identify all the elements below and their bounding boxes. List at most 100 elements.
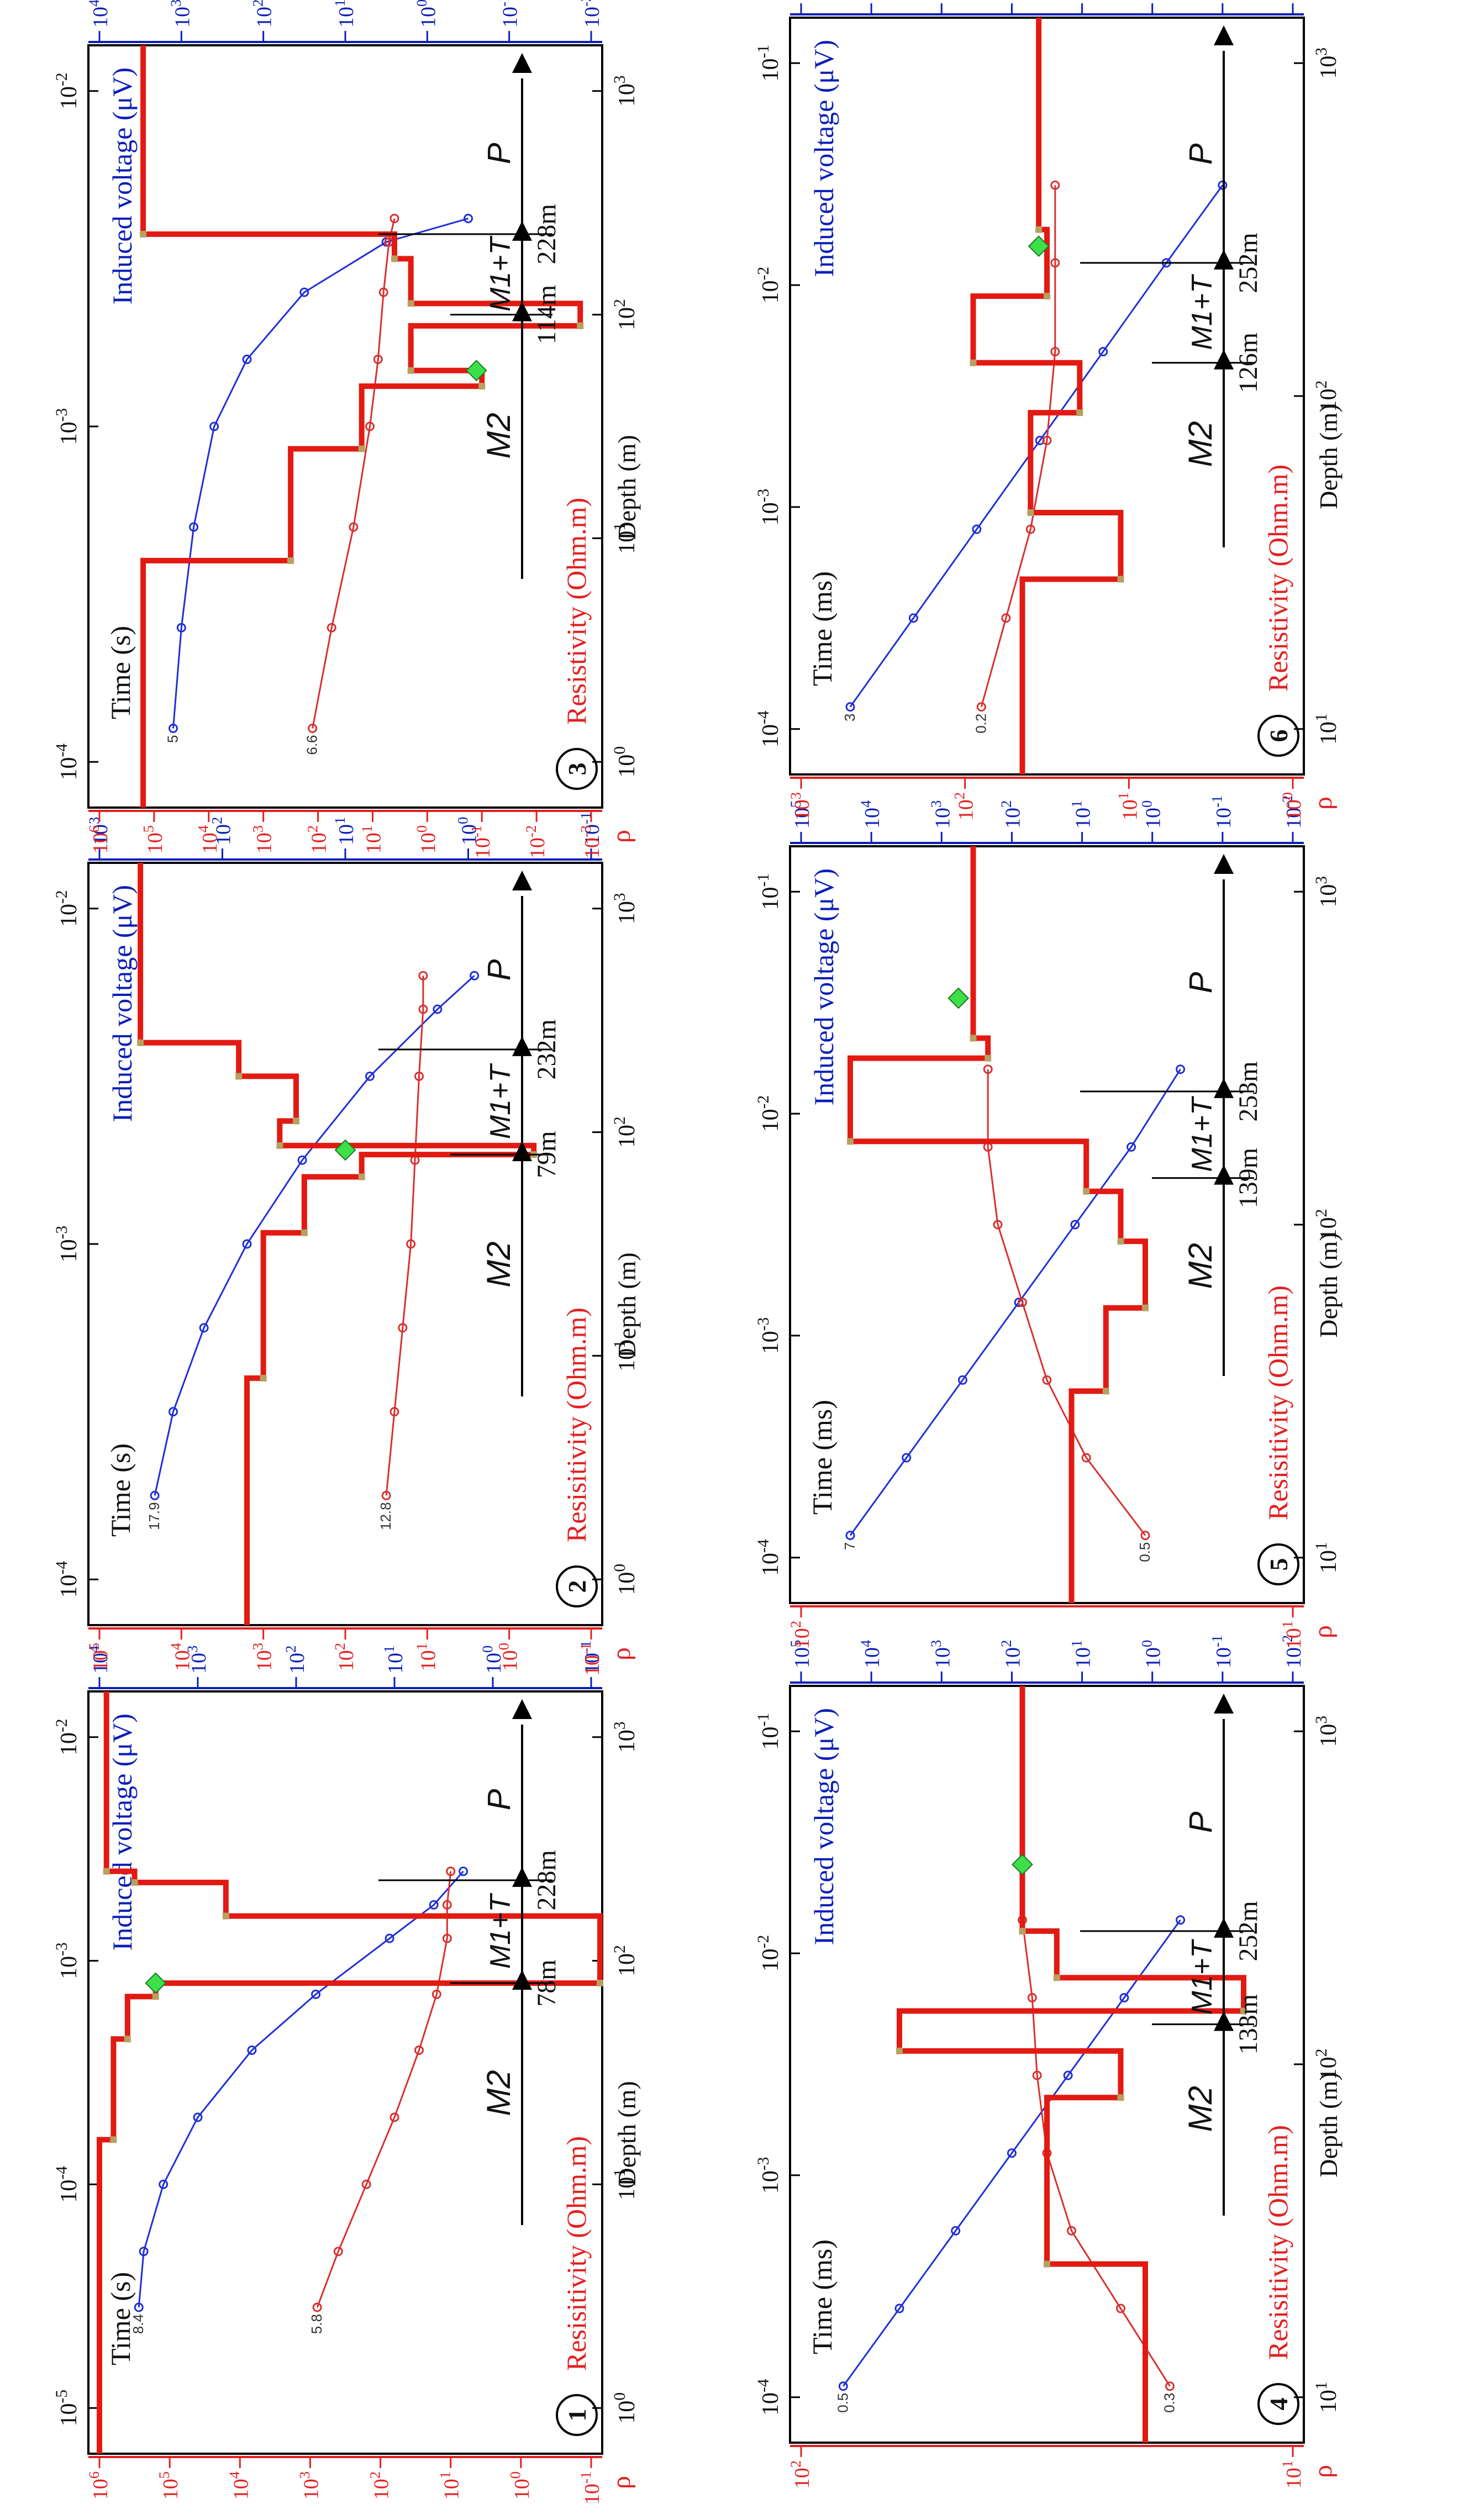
tick-exponent: 2 (998, 800, 1014, 808)
resistivity-point (976, 702, 986, 712)
voltage-tick-label: 105 (787, 1640, 814, 1668)
tick-exponent: 2 (282, 1646, 299, 1653)
tick-exponent: 0 (413, 825, 430, 832)
tick-exponent: 1 (611, 2169, 629, 2177)
segment-label-m1t: M1+T (1186, 1096, 1218, 1172)
voltage-tick-label: 100 (454, 817, 481, 845)
resistivity-tick-label: 101 (437, 2471, 464, 2500)
segment-label-m1t: M1+T (1186, 1939, 1218, 2015)
tick-exponent: -2 (1279, 795, 1296, 808)
tick-base: 10 (56, 1732, 82, 1755)
depth-tick-label: 102 (1313, 381, 1341, 412)
tick-exponent: 2 (249, 0, 266, 7)
resistivity-point (1050, 258, 1060, 268)
tick-base: 10 (614, 531, 640, 554)
tick-exponent: -2 (53, 73, 71, 86)
time-axis-title: Time (ms) (807, 571, 838, 686)
voltage-tick-label: 102 (249, 0, 276, 28)
layer-node (1044, 2260, 1050, 2268)
resistivity-tick-label: 100 (507, 2471, 534, 2500)
tick-base: 10 (299, 2479, 323, 2500)
depth-tick-label: 101 (611, 2169, 640, 2200)
voltage-point (199, 1323, 209, 1333)
tick-base: 10 (614, 901, 640, 924)
panel-2: 10-410-310-210010110210310310210110010-1… (53, 812, 641, 1676)
tick-exponent: -1 (577, 1643, 594, 1655)
segment-label-m2: M2 (480, 1241, 517, 1287)
resistivity-tick-label: 102 (787, 2460, 814, 2489)
tick-exponent: 3 (296, 2471, 313, 2479)
tick-base: 10 (758, 2170, 783, 2194)
resistivity-tick-label: 105 (140, 825, 167, 853)
model-layers-line (847, 846, 1148, 1603)
boundary-1-depth-label: 79m (532, 1131, 561, 1178)
voltage-tick-label: 10-1 (577, 1641, 604, 1674)
voltage-point (247, 2045, 257, 2055)
tick-base: 10 (1072, 1647, 1095, 1668)
tick-exponent: 2 (331, 1643, 348, 1650)
voltage-tick-label: 104 (86, 0, 112, 28)
tick-base: 10 (1316, 721, 1341, 745)
resistivity-point (365, 421, 375, 431)
layer-node (478, 383, 486, 390)
resistivity-tick-label: 101 (413, 1643, 440, 1671)
tick-exponent: -3 (755, 2157, 772, 2170)
panel-number-circle (1257, 2383, 1299, 2425)
resistivity-tick-label: 101 (1279, 2460, 1305, 2489)
rho-symbol: ρ (1308, 2465, 1338, 2478)
rho-symbol: ρ (607, 1647, 636, 1660)
tick-base: 10 (758, 280, 783, 303)
tick-base: 10 (614, 2177, 640, 2200)
layer-node (407, 367, 414, 374)
resistivity-point (1067, 2226, 1076, 2236)
tick-exponent: 0 (495, 1643, 512, 1650)
voltage-point (176, 623, 186, 632)
voltage-axis-title: Induced voltage (μV) (107, 885, 138, 1122)
voltage-tick-label: 104 (857, 800, 884, 829)
time-tick-label: 10-3 (755, 489, 783, 525)
layer-node (137, 1039, 144, 1046)
voltage-point (1218, 180, 1228, 190)
boundary-marker (334, 1139, 356, 1161)
tick-base: 10 (56, 1956, 82, 1979)
voltage-curve-start-label: 17.9 (146, 1502, 162, 1530)
tick-exponent: 1 (437, 2471, 454, 2479)
layer-node (597, 1980, 603, 1987)
voltage-point (242, 355, 252, 365)
plot-frame (789, 1685, 1305, 2444)
layer-node (1044, 293, 1050, 300)
resistivity-tick-label: 10-1 (577, 2471, 604, 2505)
rho-symbol: ρ (1308, 797, 1338, 810)
resistivity-axis-title: Resisitivity (Ohm.m) (1262, 2125, 1293, 2360)
voltage-curve-start-label: 3 (841, 714, 858, 721)
layer-node (293, 1117, 299, 1125)
voltage-point (169, 723, 178, 733)
tick-base: 10 (89, 1653, 112, 1674)
resistivity-tick-label: 101 (1279, 1621, 1305, 1649)
tick-base: 10 (89, 832, 112, 853)
tick-base: 10 (1001, 1647, 1024, 1668)
tick-base: 10 (614, 1730, 640, 1753)
layer-node (1076, 409, 1083, 417)
voltage-point (169, 1407, 178, 1417)
voltage-point (139, 2247, 149, 2257)
tick-base: 10 (1282, 799, 1305, 820)
depth-axis-title: Depth (m) (613, 1252, 641, 1357)
tick-base: 10 (791, 1647, 814, 1668)
tick-exponent: -2 (755, 1095, 772, 1109)
tick-exponent: 2 (611, 1116, 629, 1125)
tick-base: 10 (89, 1650, 112, 1671)
resistivity-tick-label: 106 (86, 2471, 112, 2500)
resistivity-tick-label: 10-2 (523, 825, 549, 858)
tick-exponent: -2 (1279, 1635, 1296, 1647)
voltage-tick-label: 102 (998, 1640, 1024, 1668)
tick-exponent: -1 (577, 1641, 594, 1653)
tick-exponent: -4 (755, 710, 772, 724)
time-tick-label: 10-4 (53, 1561, 82, 1598)
tick-base: 10 (89, 2479, 112, 2500)
time-tick-label: 10-3 (755, 1317, 783, 1354)
time-axis-title: Time (s) (105, 1443, 136, 1537)
boundary-1-depth-label: 114m (532, 285, 561, 345)
tick-exponent: -2 (755, 267, 772, 280)
tick-base: 10 (614, 1125, 640, 1148)
